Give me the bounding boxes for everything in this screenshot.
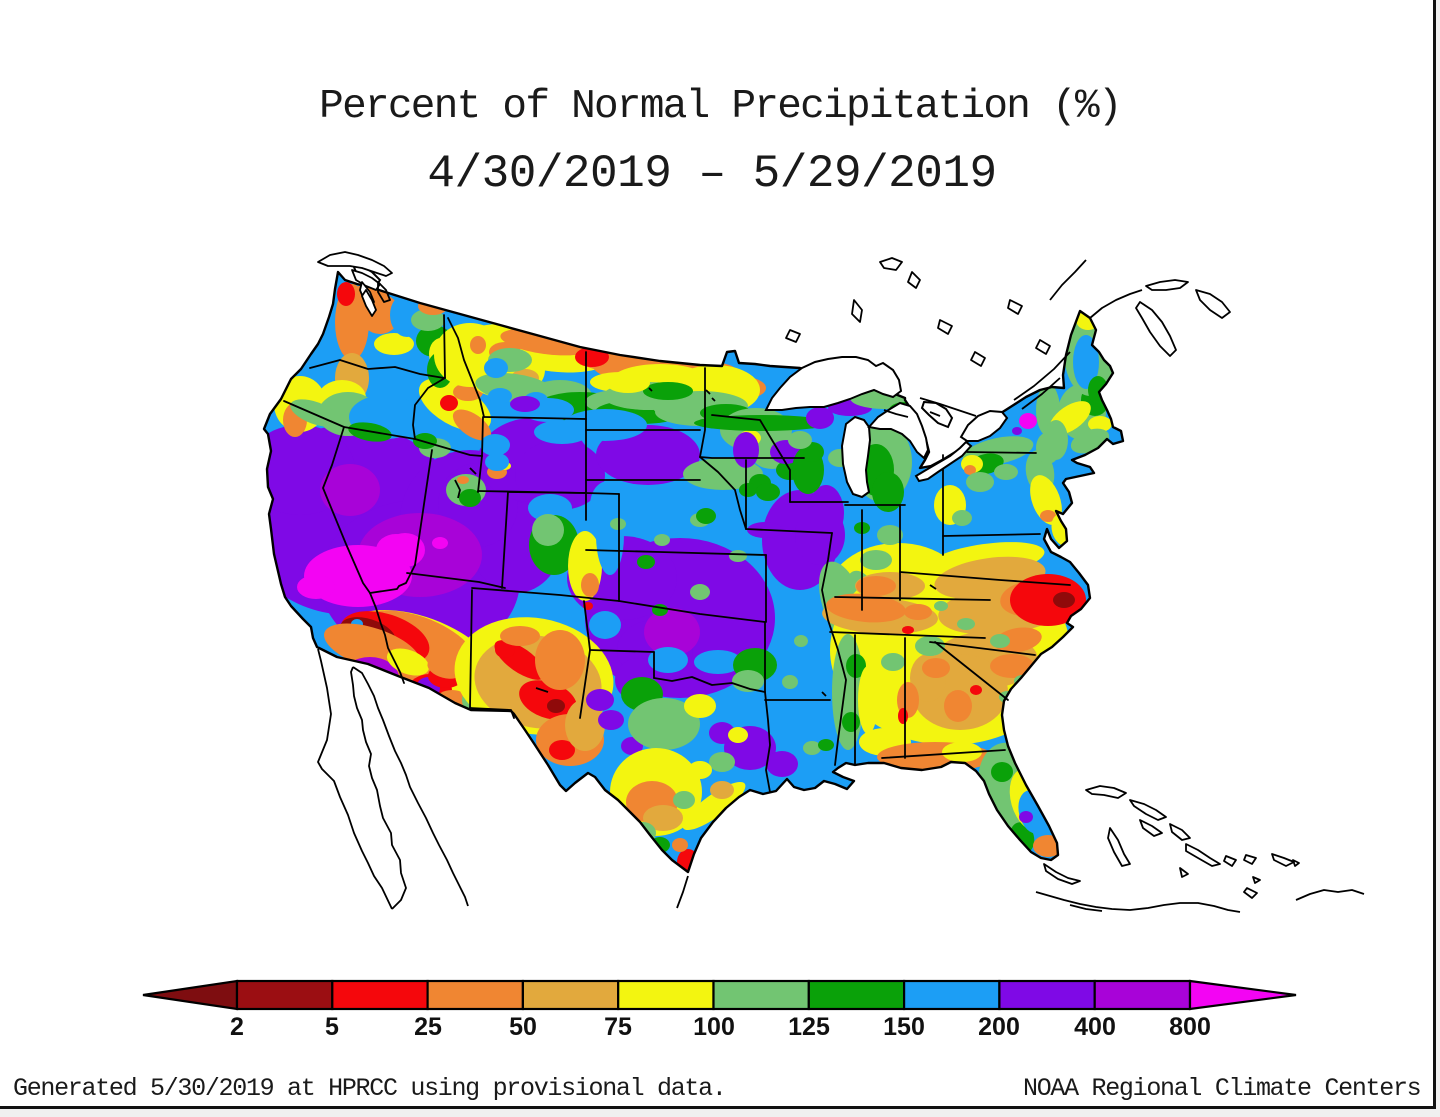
svg-text:400: 400 bbox=[1074, 1013, 1116, 1041]
svg-text:200: 200 bbox=[978, 1013, 1020, 1041]
svg-text:25: 25 bbox=[414, 1013, 442, 1041]
svg-text:5: 5 bbox=[325, 1013, 339, 1041]
svg-text:150: 150 bbox=[883, 1013, 925, 1041]
svg-text:50: 50 bbox=[509, 1013, 537, 1041]
svg-text:2: 2 bbox=[230, 1013, 244, 1041]
svg-text:75: 75 bbox=[604, 1013, 632, 1041]
svg-text:800: 800 bbox=[1169, 1013, 1211, 1041]
svg-text:100: 100 bbox=[693, 1013, 735, 1041]
svg-text:125: 125 bbox=[788, 1013, 830, 1041]
